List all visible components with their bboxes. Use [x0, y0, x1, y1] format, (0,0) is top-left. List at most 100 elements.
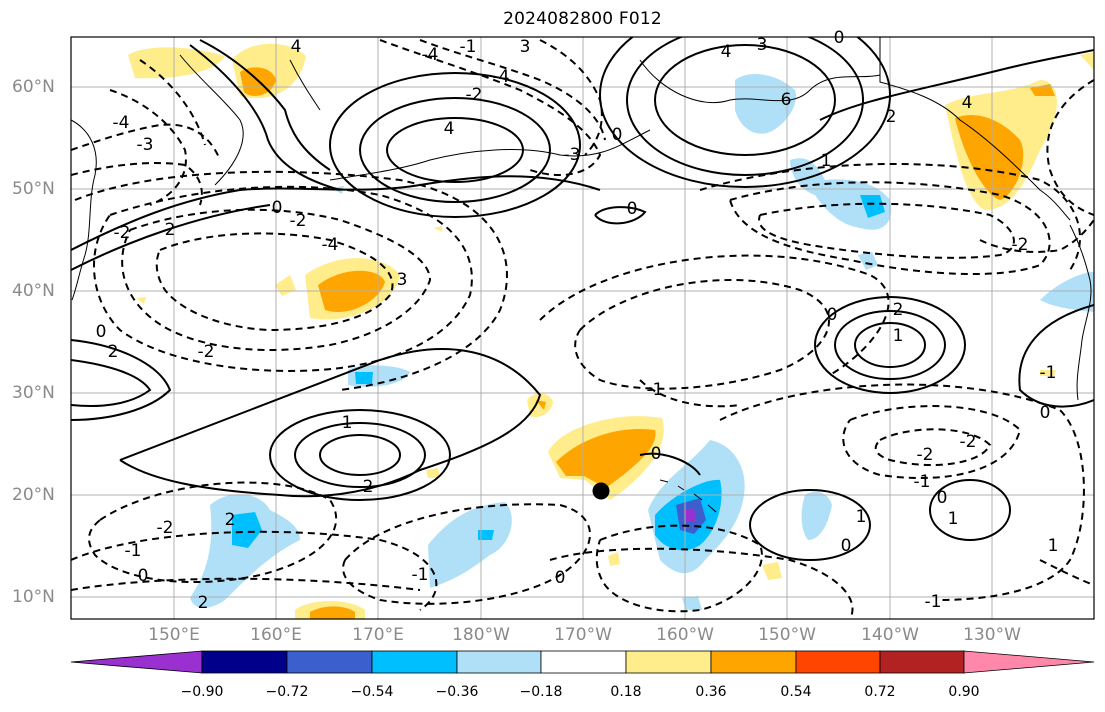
- colorbar-segment: [795, 650, 881, 674]
- shade-cyan: [355, 372, 373, 384]
- contour-labels: 4 3 -4 -3 -1 -2 0 4 3 6 0 2 4 1 -3 -4 -4…: [96, 28, 1059, 613]
- shade-lightblue: [1040, 272, 1094, 312]
- contour-label: -1: [1040, 363, 1057, 383]
- lon-label: 170°E: [352, 625, 404, 645]
- contour-line: [539, 39, 603, 156]
- contour-line: [639, 379, 741, 408]
- colorbar-extend-low: [70, 650, 203, 674]
- shade-yellow: [434, 226, 442, 232]
- lon-label: 150°W: [758, 625, 816, 645]
- contour-label: 0: [841, 536, 852, 556]
- shade-yellow: [426, 468, 440, 478]
- colorbar-segment: [201, 650, 288, 674]
- contour-label: 0: [612, 125, 623, 145]
- graticule: [71, 37, 1094, 619]
- contour-label: -2: [960, 432, 977, 452]
- contour-label: 2: [886, 107, 897, 127]
- contour-label: 3: [397, 270, 408, 290]
- contour-label: 2: [108, 342, 119, 362]
- contour-label: 0: [138, 566, 149, 586]
- lat-label: 40°N: [12, 281, 55, 301]
- colorbar-tick-label: −0.36: [435, 684, 479, 700]
- lon-label: 180°W: [452, 625, 510, 645]
- contour-label: 4: [721, 42, 732, 62]
- contour-label: 0: [555, 568, 566, 588]
- contour-label: 4: [444, 119, 455, 139]
- contour-line: [119, 348, 542, 498]
- colorbar-tick-label: −0.18: [519, 684, 563, 700]
- contour-line: [599, 37, 891, 188]
- coastline-kamchatka: [289, 59, 321, 111]
- contour-label: 2: [893, 300, 904, 320]
- shade-yellow: [128, 47, 225, 79]
- contour-line: [595, 524, 763, 613]
- lat-label: 20°N: [12, 485, 55, 505]
- contour-line: [819, 49, 1094, 121]
- contour-line: [386, 117, 524, 183]
- shade-yellow: [136, 297, 146, 304]
- contour-label: 0: [834, 28, 845, 48]
- contour-label: -4: [493, 67, 510, 87]
- coastline-alaska: [879, 37, 1071, 221]
- coastline-alaska: [639, 37, 881, 104]
- contour-label: -2: [917, 445, 934, 465]
- contour-line: [1046, 79, 1094, 216]
- contours-positive: [71, 37, 1094, 561]
- contour-line: [699, 163, 1081, 271]
- contour-label: 0: [272, 198, 283, 218]
- shade-yellow: [762, 562, 782, 580]
- contour-label: 0: [937, 488, 948, 508]
- colorbar-segment: [540, 650, 627, 674]
- shade-orange: [310, 606, 355, 619]
- contour-line: [342, 503, 591, 605]
- contour-label: 1: [856, 507, 867, 527]
- coastline-aleutian: [329, 129, 651, 181]
- contour-line: [74, 170, 508, 391]
- shade-cyan: [232, 512, 262, 548]
- shade-orange: [955, 114, 1024, 200]
- contour-label: 3: [757, 35, 768, 55]
- contour-label: -1: [925, 592, 942, 612]
- map-title: 2024082800 F012: [503, 9, 662, 29]
- coastline-asia: [71, 119, 97, 301]
- lon-label: 140°W: [861, 625, 919, 645]
- contour-line: [379, 39, 602, 176]
- contour-label: 0: [1040, 403, 1051, 423]
- contour-label: 0: [96, 322, 107, 342]
- contour-label: -1: [647, 380, 664, 400]
- contour-label: -1: [460, 37, 477, 57]
- contour-label: 1: [893, 326, 904, 346]
- contour-label: -2: [157, 518, 174, 538]
- contour-label: -3: [564, 145, 581, 165]
- contour-label: 0: [827, 305, 838, 325]
- colorbar-tick-label: −0.54: [350, 684, 394, 700]
- contour-line: [71, 204, 271, 271]
- colorbar-extend-high: [963, 650, 1095, 674]
- contour-line: [329, 72, 581, 218]
- contour-line: [929, 479, 1011, 541]
- colorbar-tick-label: 0.72: [864, 684, 896, 700]
- contour-line: [814, 296, 966, 394]
- contour-line: [626, 37, 864, 176]
- contour-label: 2: [225, 510, 236, 530]
- contour-label: -2: [114, 223, 131, 243]
- lon-label: 160°E: [250, 625, 302, 645]
- lat-label: 50°N: [12, 179, 55, 199]
- contours-negative: [71, 39, 1094, 619]
- contour-label: 0: [651, 444, 662, 464]
- contour-label: -2: [198, 342, 215, 362]
- contour-label: 0: [627, 199, 638, 219]
- contour-line: [71, 162, 203, 206]
- colorbar-tick-label: −0.90: [180, 684, 224, 700]
- shade-orange: [556, 428, 656, 488]
- contour-label: -3: [137, 135, 154, 155]
- contour-line: [419, 39, 606, 141]
- shaded-positive-regions: [128, 43, 1094, 619]
- contour-line: [359, 97, 551, 203]
- contour-line: [539, 254, 890, 376]
- contour-line: [758, 202, 1015, 259]
- contour-label: 6: [781, 90, 792, 110]
- colorbar-segment: [625, 650, 712, 674]
- contour-line: [71, 123, 221, 161]
- contour-line: [121, 208, 432, 351]
